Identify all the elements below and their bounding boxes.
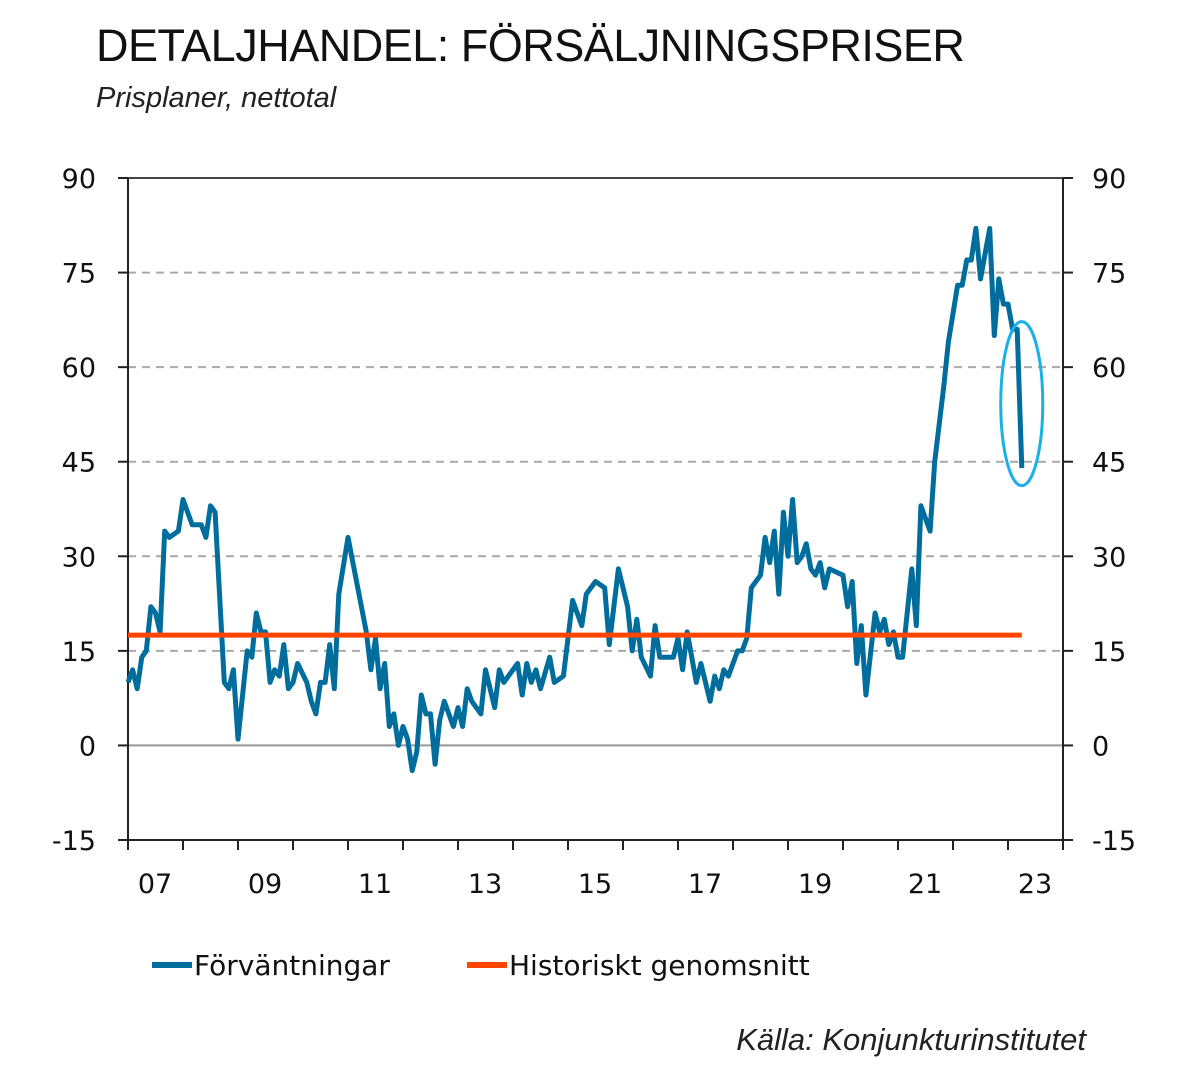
y-tick-label: 45 [62, 448, 96, 479]
y-axis-left-labels: -15 0 15 30 45 60 75 90 [52, 164, 96, 857]
source-note: Källa: Konjunkturinstitutet [736, 1022, 1086, 1057]
y-tick-label: 30 [62, 542, 96, 573]
y-tick-label: -15 [52, 826, 96, 857]
y-axis-right-labels: -15 0 15 30 45 60 75 90 [1092, 164, 1136, 857]
legend: Förväntningar Historiskt genomsnitt [152, 949, 810, 982]
x-tick-label: 11 [358, 869, 392, 900]
x-tick-label: 21 [908, 869, 942, 900]
annotation-ellipse [999, 320, 1045, 488]
x-axis-labels: 07 09 11 13 15 17 19 21 23 [138, 869, 1052, 900]
y-tick-label: 0 [79, 731, 96, 762]
y-tick-label: 90 [1092, 164, 1126, 195]
axes [118, 177, 1073, 850]
y-tick-label: 75 [1092, 259, 1126, 290]
y-tick-label: 15 [1092, 637, 1126, 668]
series-lines [125, 225, 1045, 774]
x-tick-label: 13 [468, 869, 502, 900]
y-tick-label: 60 [62, 353, 96, 384]
y-tick-label: 15 [62, 637, 96, 668]
y-tick-label: -15 [1092, 826, 1136, 857]
chart-title: DETALJHANDEL: FÖRSÄLJNINGSPRISER [96, 20, 965, 71]
chart-subtitle: Prisplaner, nettotal [96, 82, 337, 114]
y-tick-label: 60 [1092, 353, 1126, 384]
y-tick-label: 0 [1092, 731, 1109, 762]
x-tick-label: 17 [688, 869, 722, 900]
y-tick-label: 75 [62, 259, 96, 290]
y-tick-label: 90 [62, 164, 96, 195]
x-tick-label: 19 [798, 869, 832, 900]
y-tick-label: 45 [1092, 448, 1126, 479]
x-tick-label: 07 [138, 869, 172, 900]
legend-label-historiskt-genomsnitt: Historiskt genomsnitt [509, 949, 810, 982]
gridlines [128, 271, 1063, 747]
x-tick-label: 15 [578, 869, 612, 900]
series-line-forvantningar [125, 225, 1025, 774]
y-tick-label: 30 [1092, 542, 1126, 573]
x-tick-label: 09 [248, 869, 282, 900]
x-tick-label: 23 [1018, 869, 1052, 900]
legend-label-forvantningar: Förväntningar [194, 949, 390, 982]
